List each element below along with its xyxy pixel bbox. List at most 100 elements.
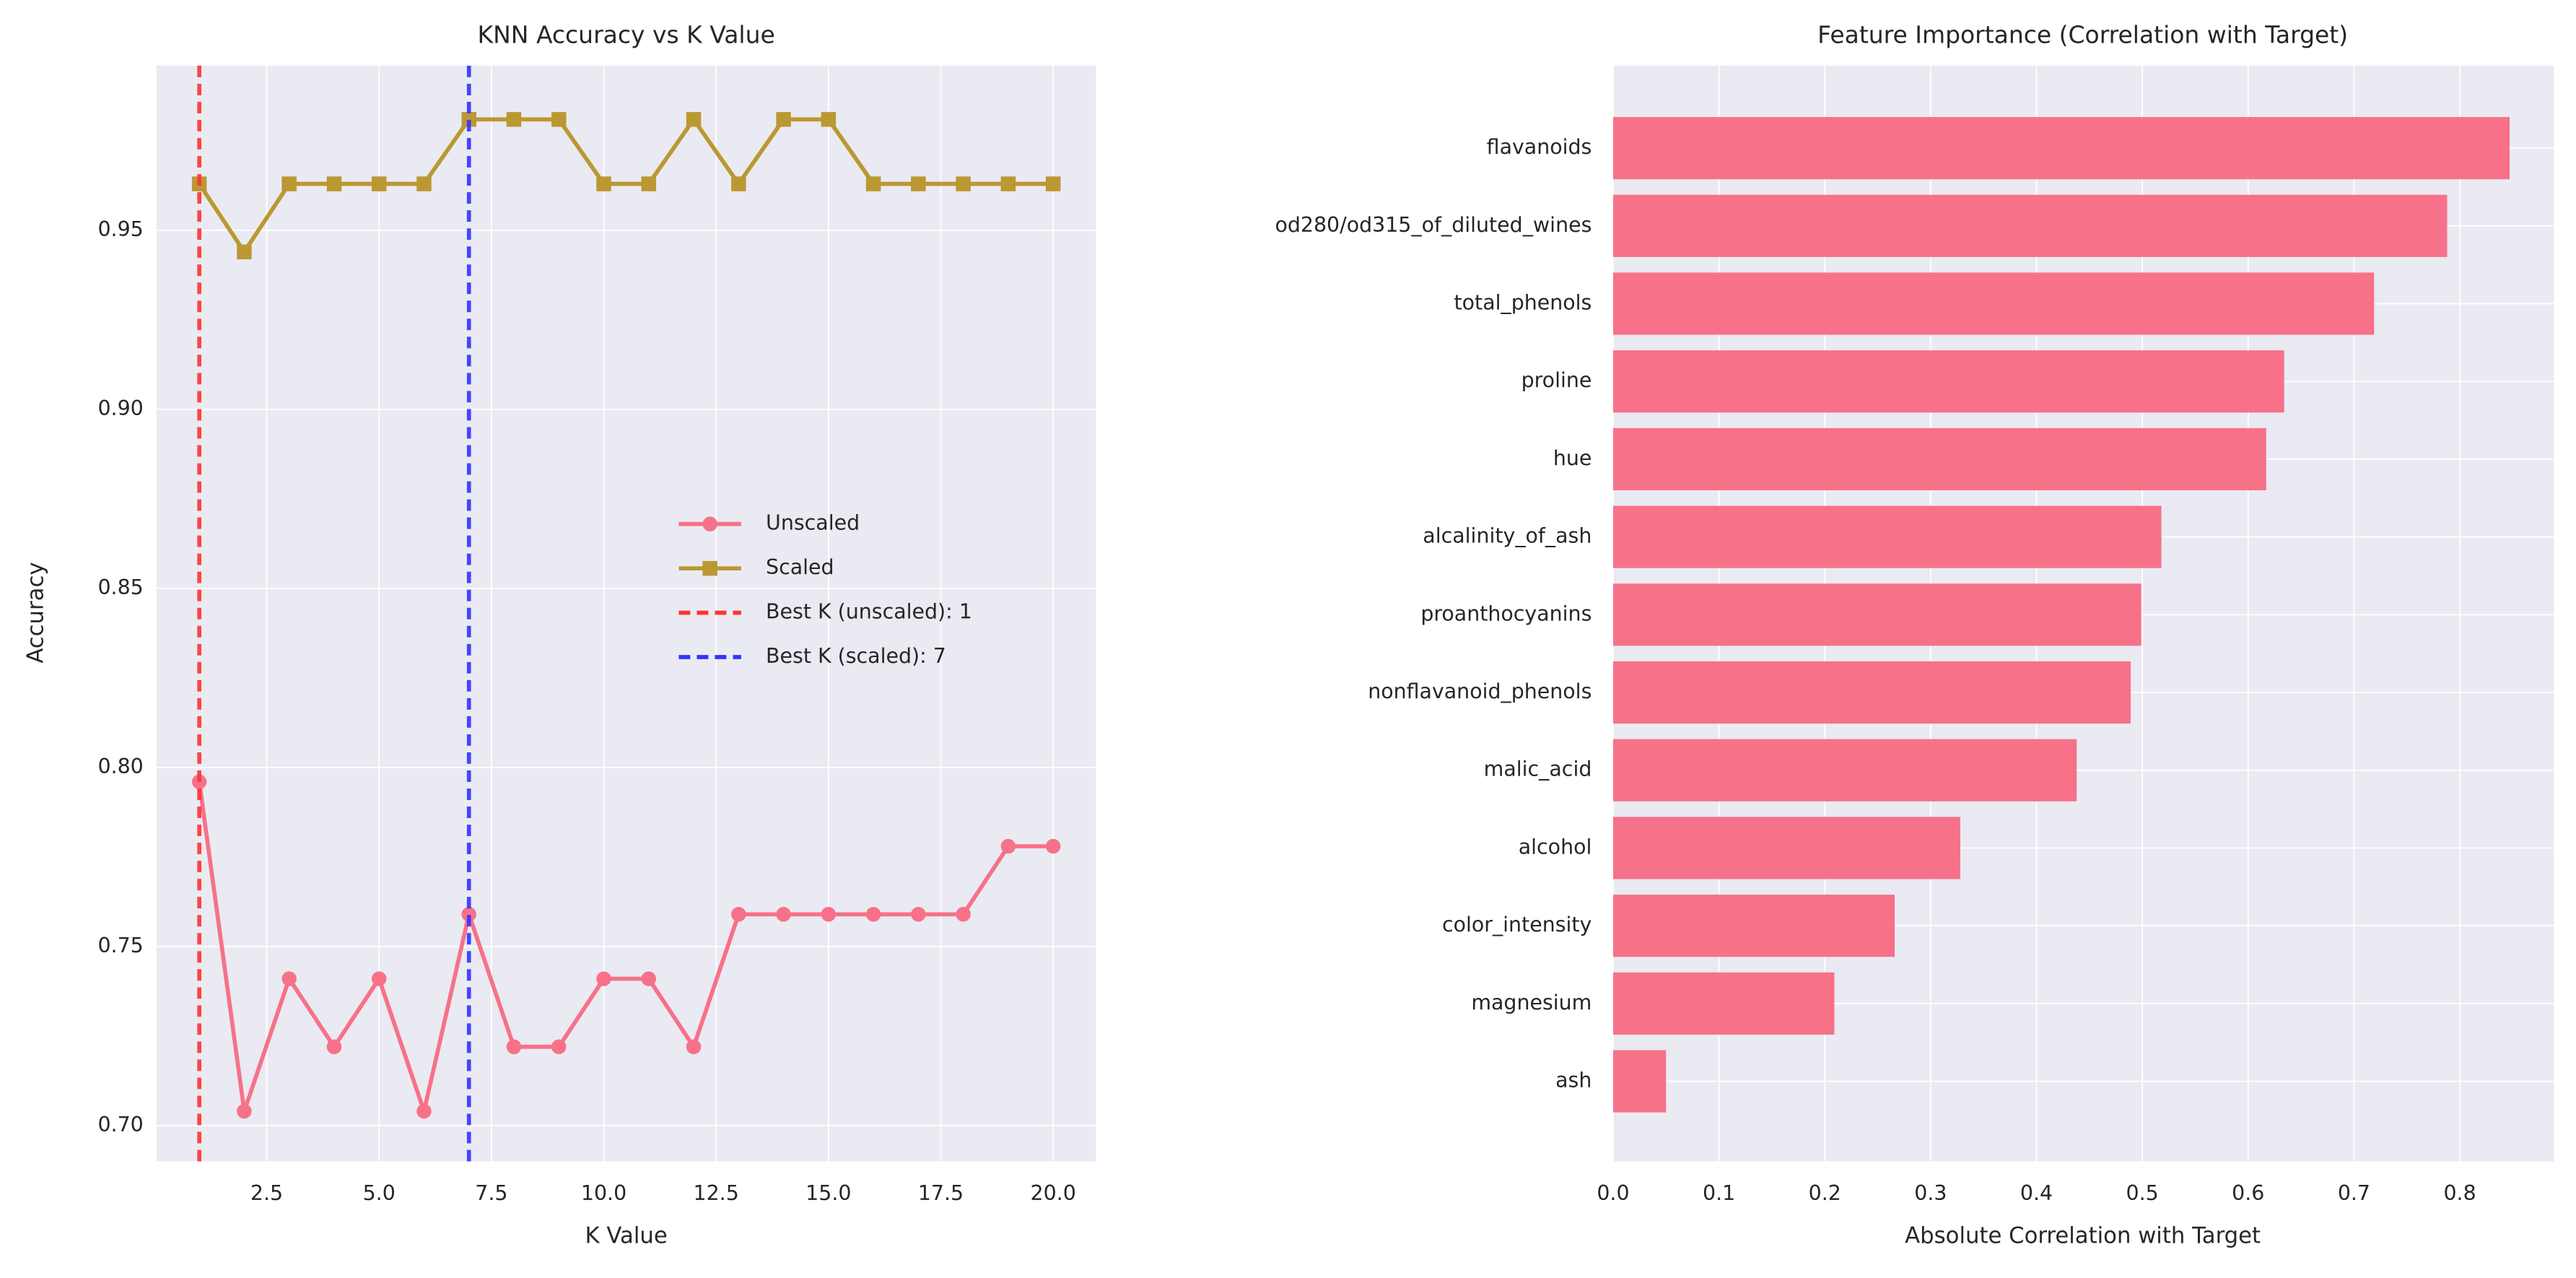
legend-marker: [702, 516, 717, 531]
marker: [1000, 838, 1016, 854]
x-tick-label: 0.6: [2232, 1181, 2264, 1205]
x-tick-label: 0.5: [2126, 1181, 2159, 1205]
marker: [821, 907, 837, 922]
marker: [956, 907, 971, 922]
marker: [865, 907, 881, 922]
marker: [731, 176, 746, 191]
marker: [731, 907, 746, 922]
marker: [326, 1039, 342, 1055]
bar: [1612, 1050, 1667, 1113]
y-tick-label: 0.95: [97, 217, 143, 241]
x-tick-label: 0.8: [2443, 1181, 2476, 1205]
marker: [1045, 176, 1061, 191]
bar: [1612, 972, 1835, 1035]
marker: [956, 176, 971, 191]
legend-label: Best K (scaled): 7: [766, 644, 946, 668]
y-tick-label: ash: [1555, 1069, 1592, 1092]
marker: [551, 1039, 567, 1055]
marker: [416, 1103, 432, 1119]
y-tick-label: color_intensity: [1442, 913, 1592, 936]
marker: [506, 1039, 522, 1055]
marker: [237, 244, 252, 260]
y-tick-label: alcalinity_of_ash: [1423, 524, 1592, 548]
bar: [1612, 739, 2077, 801]
marker: [326, 176, 342, 191]
marker: [821, 112, 837, 127]
marker: [776, 907, 791, 922]
marker: [596, 971, 611, 986]
marker: [281, 176, 297, 191]
y-tick-label: nonflavanoid_phenols: [1368, 679, 1592, 703]
y-tick-label: od280/od315_of_diluted_wines: [1275, 213, 1592, 237]
bar: [1612, 583, 2141, 646]
marker: [596, 176, 611, 191]
x-tick-label: 20.0: [1031, 1181, 1076, 1205]
y-tick-label: flavanoids: [1487, 135, 1592, 159]
x-axis-label: K Value: [585, 1223, 668, 1249]
bar: [1612, 817, 1960, 879]
y-tick-label: 0.85: [97, 575, 143, 599]
marker: [686, 112, 702, 127]
bar: [1612, 117, 2510, 180]
bar: [1612, 895, 1895, 957]
bar: [1612, 505, 2162, 568]
marker: [1045, 838, 1061, 854]
marker: [371, 176, 387, 191]
y-tick-label: magnesium: [1471, 991, 1592, 1014]
y-tick-label: 0.80: [97, 755, 143, 778]
y-tick-label: alcohol: [1519, 835, 1592, 858]
y-tick-label: 0.75: [97, 934, 143, 957]
marker: [237, 1103, 252, 1119]
legend-label: Best K (unscaled): 1: [766, 600, 972, 624]
series-line: [197, 781, 1054, 1119]
x-tick-label: 10.0: [581, 1181, 626, 1205]
x-tick-label: 0.3: [1914, 1181, 1947, 1205]
chart-title: KNN Accuracy vs K Value: [478, 21, 775, 49]
x-tick-label: 0.2: [1809, 1181, 1841, 1205]
y-tick-label: 0.90: [97, 396, 143, 420]
marker: [686, 1039, 702, 1055]
marker: [641, 971, 657, 986]
x-tick-label: 0.1: [1703, 1181, 1735, 1205]
x-tick-label: 15.0: [805, 1181, 851, 1205]
bar: [1612, 194, 2448, 257]
marker: [506, 112, 522, 127]
y-tick-label: malic_acid: [1484, 757, 1592, 781]
x-tick-label: 17.5: [918, 1181, 964, 1205]
series-line: [197, 116, 1054, 256]
marker: [551, 112, 567, 127]
x-tick-label: 2.5: [250, 1181, 283, 1205]
marker: [461, 112, 476, 127]
marker: [371, 971, 387, 986]
bar: [1612, 350, 2284, 413]
y-tick-label: 0.70: [97, 1113, 143, 1136]
bar: [1612, 661, 2131, 724]
bar: [1612, 272, 2375, 335]
marker: [416, 176, 432, 191]
legend-label: Scaled: [766, 555, 834, 579]
x-tick-label: 5.0: [363, 1181, 396, 1205]
marker: [641, 176, 657, 191]
legend-marker: [702, 560, 717, 576]
x-tick-label: 0.4: [2020, 1181, 2053, 1205]
marker: [865, 176, 881, 191]
bar: [1612, 427, 2266, 491]
y-tick-label: total_phenols: [1454, 291, 1592, 315]
marker: [1000, 176, 1016, 191]
y-tick-label: proline: [1521, 368, 1592, 392]
x-tick-label: 0.7: [2338, 1181, 2370, 1205]
y-tick-label: hue: [1553, 446, 1592, 470]
x-tick-label: 0.0: [1597, 1181, 1629, 1205]
marker: [911, 176, 926, 191]
marker: [461, 907, 476, 922]
y-axis-label: Accuracy: [22, 562, 48, 664]
x-tick-label: 7.5: [475, 1181, 507, 1205]
x-tick-label: 12.5: [694, 1181, 739, 1205]
marker: [776, 112, 791, 127]
legend-label: Unscaled: [766, 511, 860, 535]
y-tick-label: proanthocyanins: [1420, 601, 1592, 625]
x-axis-label: Absolute Correlation with Target: [1905, 1223, 2261, 1249]
chart-title: Feature Importance (Correlation with Tar…: [1817, 21, 2348, 49]
